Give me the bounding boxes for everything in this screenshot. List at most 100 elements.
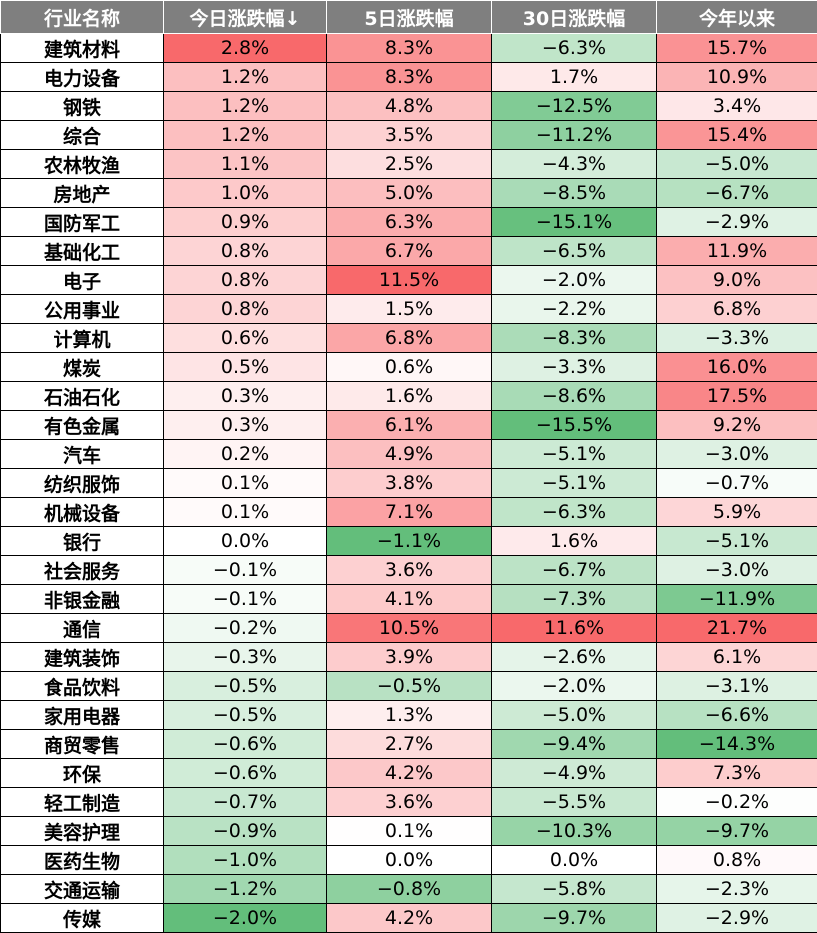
30day-change-cell: −6.3% — [491, 497, 657, 527]
ytd-change-cell: 5.9% — [656, 497, 817, 527]
ytd-change-cell: 15.4% — [656, 120, 817, 150]
today-change-cell: 1.1% — [163, 149, 327, 179]
table-row: 家用电器 −0.5% 1.3% −5.0% −6.6% — [0, 700, 817, 730]
30day-change-cell: −5.5% — [491, 787, 657, 817]
today-change-cell: −0.2% — [163, 613, 327, 643]
table-row: 银行 0.0% −1.1% 1.6% −5.1% — [0, 526, 817, 556]
ytd-change-cell: 10.9% — [656, 62, 817, 92]
today-change-cell: 1.2% — [163, 120, 327, 150]
30day-change-cell: 1.6% — [491, 526, 657, 556]
5day-change-cell: 11.5% — [326, 265, 492, 295]
industry-name-cell: 非银金融 — [0, 584, 164, 614]
industry-name-cell: 社会服务 — [0, 555, 164, 585]
ytd-change-cell: −6.7% — [656, 178, 817, 208]
30day-change-cell: −7.3% — [491, 584, 657, 614]
5day-change-cell: 4.9% — [326, 439, 492, 469]
today-change-cell: −0.9% — [163, 816, 327, 846]
header-row: 行业名称 今日涨跌幅↓ 5日涨跌幅 30日涨跌幅 今年以来 — [0, 0, 817, 34]
table-row: 石油石化 0.3% 1.6% −8.6% 17.5% — [0, 381, 817, 411]
column-header-5day-change[interactable]: 5日涨跌幅 — [326, 0, 492, 34]
30day-change-cell: −15.5% — [491, 410, 657, 440]
ytd-change-cell: 9.0% — [656, 265, 817, 295]
ytd-change-cell: −14.3% — [656, 729, 817, 759]
industry-name-cell: 煤炭 — [0, 352, 164, 382]
ytd-change-cell: −2.9% — [656, 207, 817, 237]
30day-change-cell: −5.1% — [491, 468, 657, 498]
table-row: 国防军工 0.9% 6.3% −15.1% −2.9% — [0, 207, 817, 237]
industry-name-cell: 机械设备 — [0, 497, 164, 527]
5day-change-cell: 4.2% — [326, 903, 492, 933]
ytd-change-cell: 11.9% — [656, 236, 817, 266]
today-change-cell: −0.6% — [163, 758, 327, 788]
30day-change-cell: −9.4% — [491, 729, 657, 759]
ytd-change-cell: 7.3% — [656, 758, 817, 788]
industry-name-cell: 纺织服饰 — [0, 468, 164, 498]
5day-change-cell: 6.7% — [326, 236, 492, 266]
5day-change-cell: 7.1% — [326, 497, 492, 527]
30day-change-cell: −2.2% — [491, 294, 657, 324]
industry-name-cell: 电力设备 — [0, 62, 164, 92]
today-change-cell: 0.1% — [163, 468, 327, 498]
industry-name-cell: 基础化工 — [0, 236, 164, 266]
today-change-cell: 1.0% — [163, 178, 327, 208]
column-header-today-change[interactable]: 今日涨跌幅↓ — [163, 0, 327, 34]
5day-change-cell: 10.5% — [326, 613, 492, 643]
5day-change-cell: −0.5% — [326, 671, 492, 701]
table-row: 电力设备 1.2% 8.3% 1.7% 10.9% — [0, 62, 817, 92]
table-row: 传媒 −2.0% 4.2% −9.7% −2.9% — [0, 903, 817, 933]
industry-name-cell: 综合 — [0, 120, 164, 150]
30day-change-cell: −2.0% — [491, 265, 657, 295]
5day-change-cell: 3.8% — [326, 468, 492, 498]
table-row: 煤炭 0.5% 0.6% −3.3% 16.0% — [0, 352, 817, 382]
5day-change-cell: 0.6% — [326, 352, 492, 382]
ytd-change-cell: 15.7% — [656, 33, 817, 63]
ytd-change-cell: 6.1% — [656, 642, 817, 672]
industry-name-cell: 房地产 — [0, 178, 164, 208]
column-header-ytd-change[interactable]: 今年以来 — [656, 0, 817, 34]
5day-change-cell: 0.1% — [326, 816, 492, 846]
30day-change-cell: −5.8% — [491, 874, 657, 904]
ytd-change-cell: −11.9% — [656, 584, 817, 614]
table-row: 环保 −0.6% 4.2% −4.9% 7.3% — [0, 758, 817, 788]
industry-name-cell: 银行 — [0, 526, 164, 556]
today-change-cell: 0.0% — [163, 526, 327, 556]
table-row: 非银金融 −0.1% 4.1% −7.3% −11.9% — [0, 584, 817, 614]
30day-change-cell: −6.3% — [491, 33, 657, 63]
ytd-change-cell: 9.2% — [656, 410, 817, 440]
table-row: 轻工制造 −0.7% 3.6% −5.5% −0.2% — [0, 787, 817, 817]
today-change-cell: 0.6% — [163, 323, 327, 353]
column-header-industry-name[interactable]: 行业名称 — [0, 0, 164, 34]
30day-change-cell: −4.3% — [491, 149, 657, 179]
today-change-cell: 1.2% — [163, 62, 327, 92]
30day-change-cell: −6.7% — [491, 555, 657, 585]
column-header-30day-change[interactable]: 30日涨跌幅 — [491, 0, 657, 34]
ytd-change-cell: −3.1% — [656, 671, 817, 701]
today-change-cell: 1.2% — [163, 91, 327, 121]
industry-name-cell: 汽车 — [0, 439, 164, 469]
30day-change-cell: 11.6% — [491, 613, 657, 643]
ytd-change-cell: −5.0% — [656, 149, 817, 179]
table-row: 商贸零售 −0.6% 2.7% −9.4% −14.3% — [0, 729, 817, 759]
30day-change-cell: −5.0% — [491, 700, 657, 730]
industry-name-cell: 商贸零售 — [0, 729, 164, 759]
ytd-change-cell: 16.0% — [656, 352, 817, 382]
5day-change-cell: 6.8% — [326, 323, 492, 353]
industry-name-cell: 食品饮料 — [0, 671, 164, 701]
ytd-change-cell: 3.4% — [656, 91, 817, 121]
today-change-cell: −0.5% — [163, 700, 327, 730]
5day-change-cell: 0.0% — [326, 845, 492, 875]
today-change-cell: −0.1% — [163, 584, 327, 614]
30day-change-cell: −3.3% — [491, 352, 657, 382]
ytd-change-cell: −9.7% — [656, 816, 817, 846]
5day-change-cell: 3.6% — [326, 787, 492, 817]
today-change-cell: −0.5% — [163, 671, 327, 701]
today-change-cell: 0.3% — [163, 410, 327, 440]
5day-change-cell: 1.5% — [326, 294, 492, 324]
table-row: 纺织服饰 0.1% 3.8% −5.1% −0.7% — [0, 468, 817, 498]
table-row: 建筑材料 2.8% 8.3% −6.3% 15.7% — [0, 33, 817, 63]
5day-change-cell: 3.6% — [326, 555, 492, 585]
today-change-cell: −0.3% — [163, 642, 327, 672]
today-change-cell: −0.7% — [163, 787, 327, 817]
industry-name-cell: 国防军工 — [0, 207, 164, 237]
